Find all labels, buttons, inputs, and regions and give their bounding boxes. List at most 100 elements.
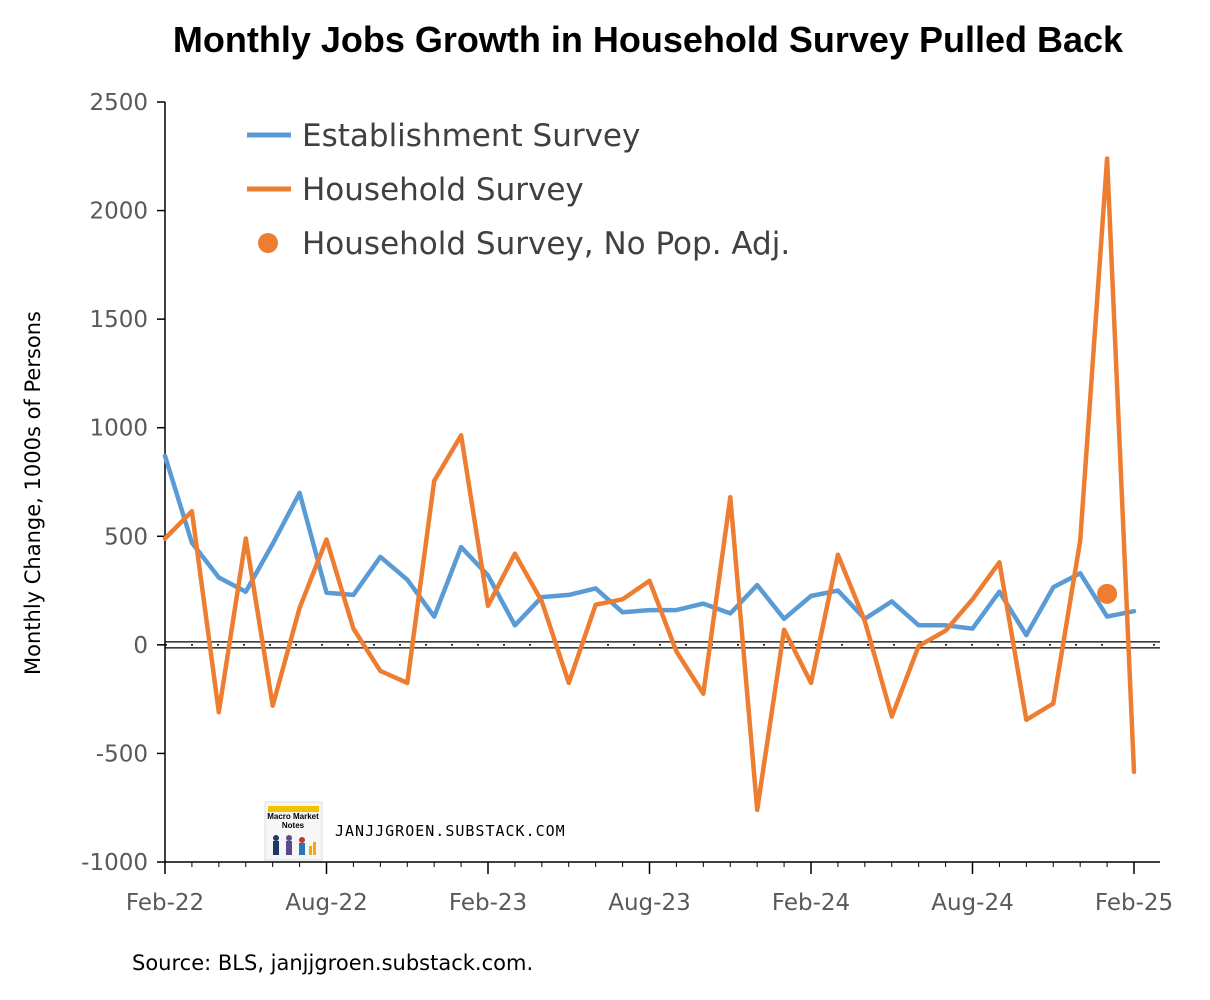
zero-reference-line (165, 641, 1160, 649)
data-point-establishment-survey (566, 592, 571, 597)
data-point-establishment-survey (1132, 609, 1136, 614)
data-point-household-survey (163, 536, 167, 541)
data-point-establishment-survey (486, 573, 490, 578)
data-point-establishment-survey (297, 490, 302, 495)
data-point-household-survey (889, 714, 894, 719)
data-point-establishment-survey (378, 554, 383, 559)
y-tick-label: 1500 (89, 307, 148, 333)
data-point-household-survey (432, 478, 437, 483)
watermark: Macro Market Notes JANJJGROEN.SUBSTACK.C… (264, 801, 566, 861)
data-point-establishment-survey (1024, 633, 1029, 638)
data-point-establishment-survey (459, 545, 464, 550)
svg-text:Notes: Notes (282, 821, 305, 830)
data-point-establishment-survey (916, 623, 921, 628)
data-point-household-survey (1105, 156, 1110, 161)
data-point-establishment-survey (835, 588, 840, 593)
x-tick-label: Aug-24 (931, 890, 1013, 916)
y-tick-label: -1000 (81, 850, 148, 876)
x-tick-label: Feb-24 (772, 890, 850, 916)
data-point-household-survey (970, 597, 975, 602)
data-point-establishment-survey (243, 589, 248, 594)
data-point-establishment-survey (1051, 585, 1056, 590)
data-point-household-survey (782, 627, 787, 632)
data-point-household-survey (405, 680, 410, 685)
y-tick-label: 1000 (89, 416, 148, 442)
data-point-household-survey (593, 602, 598, 607)
data-point-household-survey (378, 668, 383, 673)
data-point-household-survey (351, 626, 356, 631)
watermark-text: JANJJGROEN.SUBSTACK.COM (335, 822, 566, 840)
data-point-household-survey (512, 551, 517, 556)
data-point-establishment-survey (701, 601, 706, 606)
data-point-establishment-survey (189, 540, 194, 545)
source-note: Source: BLS, janjjgroen.substack.com. (132, 951, 533, 975)
data-point-establishment-survey (351, 592, 356, 597)
data-point-household-survey (189, 509, 194, 514)
data-point-household-survey (620, 597, 625, 602)
data-point-household-survey (324, 537, 329, 542)
data-point-household-survey (297, 605, 302, 610)
data-point-establishment-survey (405, 577, 410, 582)
watermark-logo: Macro Market Notes (264, 801, 323, 861)
data-point-household-survey (835, 552, 840, 557)
data-point-household-survey (997, 560, 1002, 565)
x-tick-label: Feb-22 (126, 890, 204, 916)
data-point-establishment-survey (270, 541, 275, 546)
y-tick-label: 2500 (89, 90, 148, 116)
data-point-establishment-survey (809, 594, 813, 598)
y-tick-label: 0 (133, 633, 148, 659)
data-point-establishment-survey (216, 575, 221, 580)
y-axis-label: Monthly Change, 1000s of Persons (21, 311, 45, 675)
data-point-household-survey (862, 618, 867, 623)
data-point-household-survey (1078, 538, 1083, 543)
x-tick-label: Aug-23 (608, 890, 690, 916)
data-point-establishment-survey (647, 608, 652, 613)
data-point-establishment-survey (889, 599, 894, 604)
data-point-establishment-survey (1078, 571, 1083, 576)
x-tick-label: Feb-23 (449, 890, 527, 916)
data-point-household-survey (486, 603, 490, 608)
data-point-establishment-survey (432, 614, 437, 619)
data-point-establishment-survey (970, 626, 975, 631)
svg-text:Macro Market: Macro Market (267, 812, 319, 821)
marker-household-survey-no-pop-adj (1097, 583, 1118, 604)
legend: Establishment Survey Household Survey Hous… (247, 118, 790, 262)
series-layer (162, 156, 1137, 813)
data-point-household-survey (1024, 717, 1029, 722)
legend-swatch-household-survey-no-pop-adj (258, 233, 278, 253)
data-point-household-survey (270, 703, 275, 708)
data-point-establishment-survey (324, 590, 329, 595)
x-tick-label: Feb-25 (1095, 890, 1173, 916)
data-point-household-survey (539, 599, 544, 604)
data-point-establishment-survey (755, 583, 760, 588)
data-point-establishment-survey (163, 453, 167, 458)
chart-title: Monthly Jobs Growth in Household Survey … (173, 19, 1124, 60)
y-tick-label: 2000 (89, 199, 148, 225)
y-tick-label: -500 (96, 741, 148, 767)
data-point-establishment-survey (728, 611, 733, 616)
data-point-establishment-survey (997, 589, 1002, 594)
data-point-establishment-survey (593, 586, 598, 591)
legend-label-household-survey-no-pop-adj: Household Survey, No Pop. Adj. (302, 226, 790, 262)
data-point-household-survey (1132, 769, 1136, 774)
y-axis-ticks: 2500 2000 1500 1000 500 0 -500 -1000 (81, 90, 165, 876)
data-point-household-survey (916, 643, 921, 648)
data-point-household-survey (728, 495, 733, 500)
data-point-household-survey (943, 628, 948, 633)
data-point-household-survey (755, 807, 760, 812)
data-point-establishment-survey (782, 616, 787, 621)
x-tick-label: Aug-22 (285, 890, 367, 916)
data-point-household-survey (701, 691, 706, 696)
data-point-household-survey (1051, 701, 1056, 706)
data-point-household-survey (216, 710, 221, 715)
data-point-establishment-survey (674, 608, 679, 613)
data-point-establishment-survey (512, 623, 517, 628)
legend-label-household-survey: Household Survey (302, 172, 584, 208)
data-point-establishment-survey (620, 610, 625, 615)
data-point-household-survey (647, 578, 652, 583)
y-tick-label: 500 (104, 524, 148, 550)
x-axis-ticks: Feb-22 Aug-22 Feb-23 Aug-23 Feb-24 Aug-24 Feb-… (126, 862, 1173, 916)
data-point-establishment-survey (1105, 614, 1110, 619)
data-point-household-survey (674, 649, 679, 654)
